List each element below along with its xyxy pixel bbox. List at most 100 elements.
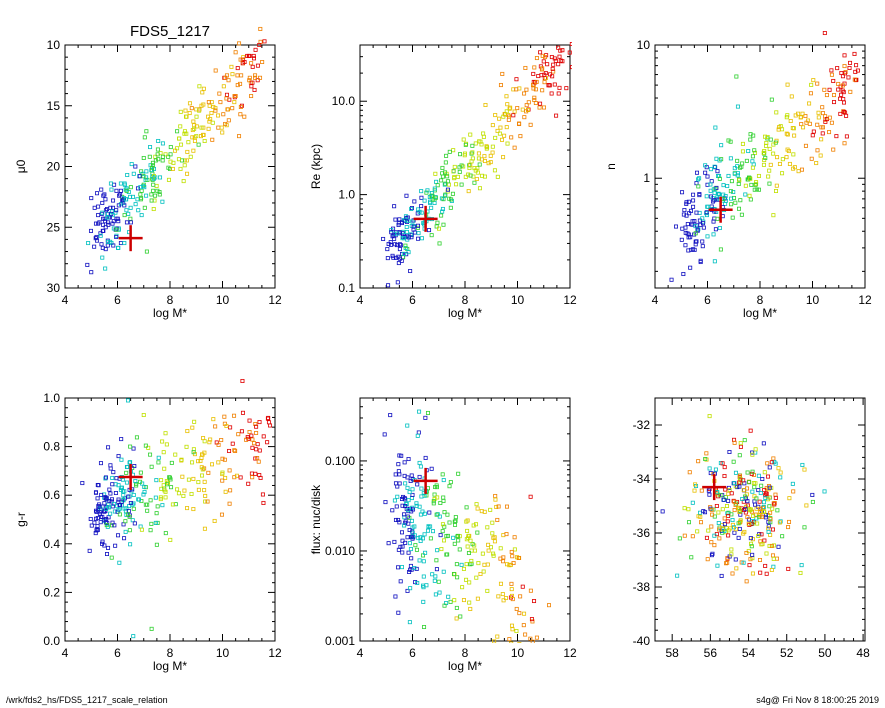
data-point — [765, 134, 770, 139]
data-point — [253, 422, 258, 427]
data-point — [222, 414, 227, 419]
data-point — [234, 473, 239, 478]
data-point — [716, 521, 721, 526]
data-point — [112, 182, 117, 187]
data-point — [467, 600, 472, 605]
data-point — [421, 559, 426, 564]
data-point — [162, 466, 167, 471]
data-point — [469, 558, 474, 563]
data-point — [495, 174, 500, 179]
data-point — [549, 91, 554, 96]
data-point — [227, 468, 232, 473]
data-point — [764, 551, 769, 556]
data-point — [131, 506, 136, 511]
data-point — [532, 95, 537, 100]
data-point — [437, 226, 442, 231]
data-point — [435, 548, 440, 553]
data-point — [703, 457, 708, 462]
data-point — [101, 216, 106, 221]
data-point — [106, 502, 111, 507]
data-point — [741, 488, 746, 493]
data-point — [142, 490, 147, 495]
data-point — [528, 494, 533, 499]
data-point — [435, 183, 440, 188]
x-tick-label: 12 — [268, 646, 282, 660]
data-point — [682, 313, 685, 316]
data-point — [762, 158, 767, 163]
data-point — [393, 217, 398, 222]
data-point — [107, 215, 112, 220]
data-point — [754, 496, 759, 501]
data-point — [196, 487, 201, 492]
data-point — [247, 78, 252, 83]
data-point — [253, 75, 258, 80]
data-point — [723, 487, 728, 492]
data-point — [116, 497, 121, 502]
data-point — [462, 153, 467, 158]
data-point — [153, 193, 158, 198]
data-point — [232, 413, 237, 418]
data-point — [721, 192, 726, 197]
data-point — [250, 64, 255, 69]
data-point — [258, 75, 263, 80]
data-point — [811, 78, 816, 83]
data-point — [457, 547, 462, 552]
data-point — [419, 494, 424, 499]
data-point — [191, 476, 196, 481]
data-point — [474, 502, 479, 507]
data-point — [202, 526, 207, 531]
data-point — [522, 611, 527, 616]
data-point — [251, 53, 256, 58]
data-point — [756, 533, 761, 538]
data-point — [752, 148, 757, 153]
data-point — [483, 103, 488, 108]
data-point — [842, 64, 847, 69]
data-point — [699, 520, 704, 525]
data-point — [406, 250, 411, 255]
data-point — [773, 492, 778, 497]
data-point — [453, 515, 458, 520]
data-point — [133, 164, 138, 169]
data-point — [223, 121, 228, 126]
data-point — [189, 491, 194, 496]
data-point — [712, 164, 717, 169]
y-tick-label: 0.001 — [325, 634, 355, 648]
data-point — [386, 541, 391, 546]
data-point — [220, 470, 225, 475]
x-tick-label: 50 — [818, 646, 832, 660]
data-point — [818, 153, 823, 158]
data-point — [441, 498, 446, 503]
data-point — [235, 83, 240, 88]
data-point — [557, 54, 562, 59]
data-point — [404, 216, 409, 221]
data-point — [729, 179, 734, 184]
data-point — [711, 219, 716, 224]
data-point — [712, 190, 717, 195]
data-point — [731, 190, 736, 195]
data-point — [226, 78, 231, 83]
data-point — [448, 480, 453, 485]
data-point — [822, 31, 827, 36]
data-point — [239, 73, 244, 78]
data-point — [518, 134, 523, 139]
data-point — [400, 503, 405, 508]
data-point — [455, 534, 460, 539]
data-point — [746, 149, 751, 154]
data-point — [774, 110, 779, 115]
data-point — [257, 43, 262, 48]
data-point — [551, 62, 556, 67]
data-point — [179, 142, 184, 147]
data-point — [421, 599, 426, 604]
data-point — [814, 161, 819, 166]
data-point — [200, 90, 205, 95]
data-point — [118, 188, 123, 193]
data-point — [557, 85, 562, 90]
data-point — [149, 626, 154, 631]
data-point — [452, 598, 457, 603]
data-point — [129, 162, 134, 167]
data-point — [443, 170, 448, 175]
data-point — [108, 181, 113, 186]
data-point — [791, 152, 796, 157]
data-point — [832, 93, 837, 98]
data-point — [780, 534, 785, 539]
